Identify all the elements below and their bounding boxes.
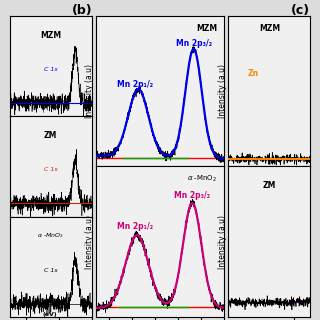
Text: Zn: Zn [247, 68, 259, 78]
Text: C 1s: C 1s [44, 167, 57, 172]
Text: Mn 2p₃/₂: Mn 2p₃/₂ [176, 39, 212, 48]
Text: Mn 2p₁/₂: Mn 2p₁/₂ [116, 80, 153, 89]
Text: ZM: ZM [263, 181, 276, 190]
Text: (b): (b) [72, 4, 93, 17]
Text: (c): (c) [291, 4, 310, 17]
Text: MZM: MZM [196, 24, 218, 33]
Y-axis label: Intensity (a.u): Intensity (a.u) [218, 64, 227, 118]
Text: Mn 2p₁/₂: Mn 2p₁/₂ [116, 222, 153, 231]
Text: ZM: ZM [44, 131, 57, 140]
Text: (eV): (eV) [42, 312, 57, 317]
Y-axis label: Intensity (a.u): Intensity (a.u) [218, 215, 227, 268]
Y-axis label: Intensity (a.u): Intensity (a.u) [85, 215, 94, 268]
Text: $\alpha$ -MnO$_2$: $\alpha$ -MnO$_2$ [188, 174, 218, 184]
Text: $\alpha$ -MnO$_2$: $\alpha$ -MnO$_2$ [37, 232, 64, 240]
Text: MZM: MZM [259, 23, 280, 33]
Text: C 1s: C 1s [44, 268, 57, 273]
Text: C 1s: C 1s [44, 67, 57, 72]
Text: MZM: MZM [40, 31, 61, 40]
Y-axis label: Intensity (a.u): Intensity (a.u) [85, 64, 94, 118]
Text: Mn 2p₃/₂: Mn 2p₃/₂ [174, 191, 210, 200]
